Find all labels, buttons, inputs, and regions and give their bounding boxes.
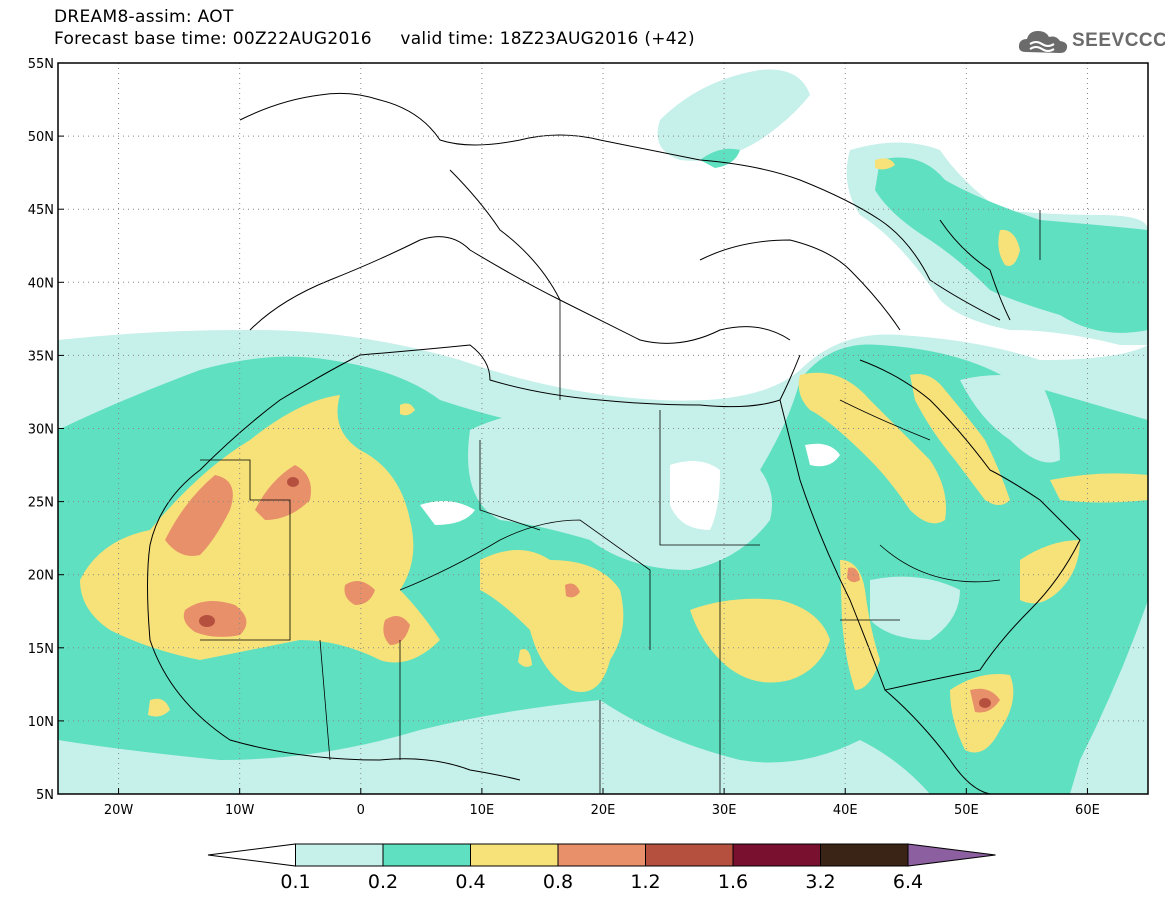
colorbar-high-arrow bbox=[907, 843, 996, 867]
colorbar-swatch bbox=[557, 843, 646, 867]
latitude-axis: 5N 10N 15N 20N 25N 30N 35N 40N 45N 50N 55N bbox=[28, 57, 64, 803]
longitude-tick-label: 60E bbox=[1075, 803, 1100, 818]
latitude-tick-label: 40N bbox=[28, 276, 54, 291]
aot-low-patches bbox=[468, 375, 1060, 640]
colorbar-label: 0.1 bbox=[280, 871, 310, 893]
coastlines bbox=[147, 92, 1081, 794]
colorbar-label: 1.2 bbox=[630, 871, 660, 893]
latitude-tick-label: 15N bbox=[28, 642, 54, 657]
latitude-tick-label: 20N bbox=[28, 569, 54, 584]
aot-band-1.2-1.6 bbox=[199, 477, 991, 708]
colorbar-label: 0.4 bbox=[455, 871, 485, 893]
colorbar-swatch bbox=[820, 843, 909, 867]
longitude-tick-label: 30E bbox=[712, 803, 737, 818]
colorbar-swatch bbox=[732, 843, 821, 867]
latitude-tick-label: 35N bbox=[28, 349, 54, 364]
colorbar-swatch bbox=[382, 843, 471, 867]
aot-clear-patches bbox=[420, 443, 840, 530]
colorbar-label: 0.2 bbox=[368, 871, 398, 893]
colorbar-label: 1.6 bbox=[718, 871, 748, 893]
longitude-tick-label: 20E bbox=[591, 803, 616, 818]
latitude-tick-label: 45N bbox=[28, 203, 54, 218]
country-borders bbox=[200, 210, 1041, 794]
logo-text: SEEVCCC bbox=[1072, 30, 1165, 51]
longitude-axis: 20W 10W 0 10E 20E 30E 40E 50E 60E bbox=[104, 788, 1100, 818]
latitude-tick-label: 50N bbox=[28, 130, 54, 145]
colorbar-swatch bbox=[295, 843, 384, 867]
colorbar-swatch bbox=[645, 843, 734, 867]
latitude-tick-label: 10N bbox=[28, 715, 54, 730]
seevccc-logo: SEEVCCC bbox=[1016, 22, 1165, 62]
longitude-tick-label: 10W bbox=[225, 803, 255, 818]
aot-field bbox=[58, 69, 1148, 794]
latitude-tick-label: 5N bbox=[36, 788, 54, 803]
longitude-tick-label: 40E bbox=[833, 803, 858, 818]
forecast-time-subtitle: Forecast base time: 00Z22AUG2016 valid t… bbox=[54, 29, 695, 49]
colorbar-label: 0.8 bbox=[543, 871, 573, 893]
colorbar-label: 6.4 bbox=[893, 871, 923, 893]
longitude-tick-label: 10E bbox=[470, 803, 495, 818]
longitude-tick-label: 50E bbox=[954, 803, 979, 818]
latitude-tick-label: 55N bbox=[28, 57, 54, 72]
colorbar-swatch bbox=[470, 843, 559, 867]
longitude-tick-label: 20W bbox=[104, 803, 134, 818]
colorbar-low-arrow bbox=[207, 843, 296, 867]
map-title: DREAM8-assim: AOT bbox=[54, 7, 234, 27]
lat-lon-grid bbox=[58, 63, 1148, 794]
latitude-tick-label: 30N bbox=[28, 423, 54, 438]
latitude-tick-label: 25N bbox=[28, 496, 54, 511]
colorbar-label: 3.2 bbox=[805, 871, 835, 893]
colorbar: 0.1 0.2 0.4 0.8 1.2 1.6 3.2 6.4 bbox=[207, 843, 996, 893]
cloud-icon bbox=[1018, 31, 1068, 53]
longitude-tick-label: 0 bbox=[357, 803, 365, 818]
